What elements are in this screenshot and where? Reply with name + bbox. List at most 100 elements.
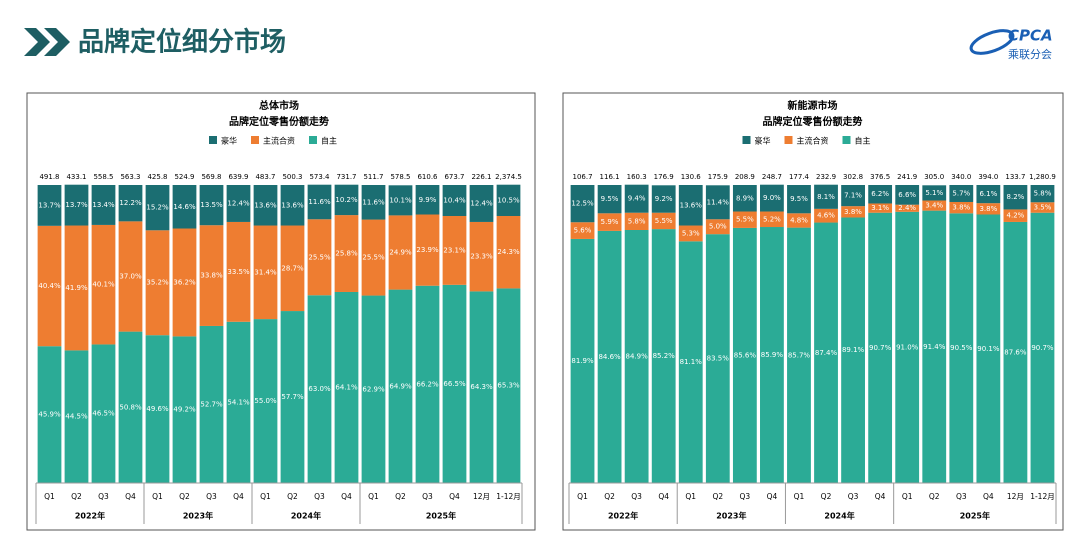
total-label: 133.7 bbox=[1005, 173, 1025, 181]
segment-label: 25.5% bbox=[308, 253, 331, 261]
bar-segment bbox=[496, 184, 521, 216]
segment-label: 5.8% bbox=[1034, 190, 1052, 198]
total-label: 232.9 bbox=[816, 173, 836, 181]
segment-label: 49.6% bbox=[146, 405, 169, 413]
segment-label: 25.5% bbox=[362, 254, 385, 262]
total-label: 425.8 bbox=[147, 173, 167, 181]
bar-segment bbox=[868, 203, 893, 213]
legend-label: 豪华 bbox=[755, 136, 771, 146]
bar-segment bbox=[868, 185, 893, 204]
segment-label: 8.2% bbox=[1007, 193, 1025, 201]
segment-label: 91.0% bbox=[896, 343, 919, 351]
segment-label: 91.4% bbox=[923, 343, 946, 351]
bar-segment bbox=[334, 291, 359, 483]
segment-label: 8.1% bbox=[817, 193, 835, 201]
bar-segment bbox=[64, 225, 89, 351]
segment-label: 10.4% bbox=[443, 196, 466, 204]
segment-label: 64.3% bbox=[470, 383, 493, 391]
bar-segment bbox=[760, 211, 784, 228]
segment-label: 5.8% bbox=[628, 217, 646, 225]
total-label: 177.4 bbox=[789, 173, 810, 181]
panel bbox=[26, 92, 536, 531]
bar-segment bbox=[118, 221, 143, 332]
bar-segment bbox=[199, 185, 224, 226]
bar-segment bbox=[37, 185, 62, 226]
segment-label: 5.6% bbox=[574, 227, 592, 235]
segment-label: 5.9% bbox=[601, 218, 619, 226]
x-tick-label: Q3 bbox=[956, 492, 967, 501]
segment-label: 9.2% bbox=[655, 195, 673, 203]
segment-label: 33.5% bbox=[227, 268, 250, 276]
total-label: 731.7 bbox=[336, 173, 356, 181]
bar-segment bbox=[145, 230, 170, 336]
bar-segment bbox=[922, 210, 947, 484]
segment-label: 14.6% bbox=[173, 203, 196, 211]
segment-label: 13.4% bbox=[92, 201, 115, 209]
legend-label: 豪华 bbox=[221, 136, 237, 146]
x-tick-label: Q1 bbox=[685, 492, 696, 501]
bar-segment bbox=[91, 344, 116, 483]
bar-segment bbox=[949, 201, 974, 214]
bar-segment bbox=[841, 185, 865, 207]
bar-segment bbox=[787, 227, 811, 483]
bar-segment bbox=[64, 184, 89, 226]
bar-segment bbox=[253, 319, 278, 483]
bar-segment bbox=[1003, 185, 1028, 210]
total-label: 573.4 bbox=[309, 173, 330, 181]
bar-segment bbox=[280, 185, 305, 226]
segment-label: 9.5% bbox=[601, 195, 619, 203]
total-label: 569.8 bbox=[201, 173, 221, 181]
bar-segment bbox=[199, 325, 224, 483]
x-tick-label: Q3 bbox=[631, 492, 642, 501]
total-label: 248.7 bbox=[762, 173, 782, 181]
total-label: 558.5 bbox=[93, 173, 113, 181]
total-label: 673.7 bbox=[444, 173, 464, 181]
segment-label: 23.3% bbox=[470, 253, 493, 261]
bar-segment bbox=[496, 215, 521, 289]
x-tick-label: Q2 bbox=[287, 492, 298, 501]
bar-segment bbox=[814, 208, 838, 223]
page-title: 品牌定位细分市场 bbox=[78, 27, 286, 58]
segment-label: 87.4% bbox=[815, 349, 838, 357]
bar-segment bbox=[172, 185, 197, 229]
x-tick-label: Q3 bbox=[740, 492, 751, 501]
bar-segment bbox=[361, 219, 386, 296]
segment-label: 85.2% bbox=[653, 352, 676, 360]
x-tick-label: Q4 bbox=[983, 492, 994, 501]
bar-segment bbox=[199, 225, 224, 326]
group-label: 2023年 bbox=[183, 511, 213, 521]
segment-label: 3.8% bbox=[952, 204, 970, 212]
total-label: 241.9 bbox=[897, 173, 917, 181]
bar-segment bbox=[678, 241, 703, 483]
segment-label: 23.9% bbox=[416, 246, 439, 254]
bar-segment bbox=[172, 336, 197, 483]
segment-label: 13.7% bbox=[65, 201, 88, 209]
x-tick-label: Q3 bbox=[848, 492, 859, 501]
bar-segment bbox=[678, 185, 703, 226]
bar-segment bbox=[732, 185, 757, 212]
bar-segment bbox=[226, 185, 251, 222]
bar-segment bbox=[361, 295, 386, 483]
x-tick-label: Q2 bbox=[71, 492, 82, 501]
x-tick-label: Q2 bbox=[712, 492, 723, 501]
x-tick-label: Q1 bbox=[260, 492, 271, 501]
total-label: 500.3 bbox=[282, 173, 302, 181]
bar-segment bbox=[37, 346, 62, 483]
segment-label: 5.2% bbox=[763, 215, 781, 223]
x-tick-label: Q3 bbox=[422, 492, 433, 501]
bar-segment bbox=[415, 185, 440, 215]
segment-label: 44.5% bbox=[65, 413, 88, 421]
bar-segment bbox=[651, 229, 676, 483]
bar-segment bbox=[1030, 185, 1055, 203]
bar-segment bbox=[64, 350, 89, 483]
logo-swoosh bbox=[969, 29, 1015, 55]
segment-label: 9.9% bbox=[419, 196, 437, 204]
segment-label: 46.5% bbox=[92, 410, 115, 418]
bar-segment bbox=[651, 185, 676, 213]
bar-segment bbox=[624, 184, 649, 213]
group-label: 2025年 bbox=[960, 511, 990, 521]
segment-label: 10.1% bbox=[389, 196, 412, 204]
segment-label: 13.6% bbox=[281, 201, 304, 209]
segment-label: 31.4% bbox=[254, 268, 277, 276]
segment-label: 41.9% bbox=[65, 284, 88, 292]
